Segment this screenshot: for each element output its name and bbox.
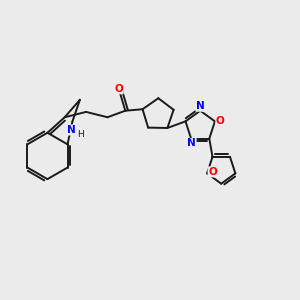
Text: O: O (208, 167, 217, 177)
Text: N: N (196, 101, 205, 111)
Text: O: O (114, 84, 123, 94)
Text: O: O (216, 116, 225, 126)
Text: H: H (77, 130, 84, 139)
Text: N: N (187, 138, 196, 148)
Text: N: N (67, 125, 76, 135)
